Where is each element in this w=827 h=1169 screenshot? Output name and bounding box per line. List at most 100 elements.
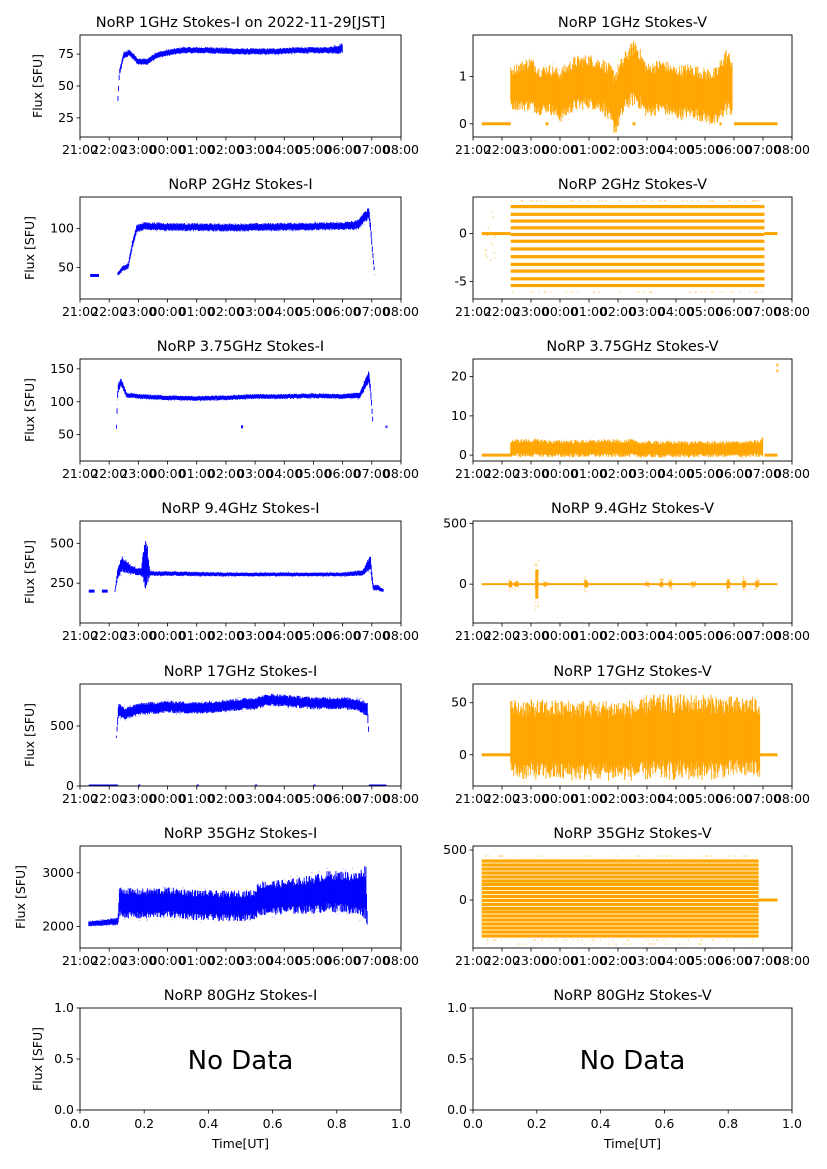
- data-point: [171, 227, 173, 230]
- data-point: [186, 49, 188, 51]
- data-point: [370, 232, 372, 234]
- data-point: [558, 96, 560, 98]
- data-point: [371, 578, 373, 580]
- x-tick-label: 05:00: [295, 466, 331, 481]
- data-point: [166, 709, 168, 711]
- data-point: [760, 446, 762, 448]
- data-point: [293, 571, 296, 574]
- data-point: [195, 46, 198, 48]
- series-stokes-v: [510, 437, 764, 460]
- data-point: [328, 393, 330, 396]
- data-point: [125, 391, 127, 393]
- data-point: [329, 229, 331, 231]
- series-zero-segments: [481, 453, 778, 457]
- data-point: [218, 394, 220, 396]
- data-point: [211, 399, 213, 401]
- data-point: [225, 52, 227, 54]
- data-point: [356, 223, 359, 225]
- data-point: [255, 223, 258, 225]
- data-point: [518, 74, 520, 76]
- data-point: [520, 456, 523, 458]
- data-point: [340, 394, 342, 396]
- data-point: [743, 445, 745, 447]
- data-point: [363, 223, 365, 225]
- data-point: [511, 588, 514, 590]
- data-point: [250, 396, 252, 398]
- data-point: [134, 565, 136, 567]
- data-point: [249, 228, 251, 230]
- data-point: [202, 51, 204, 54]
- data-point: [738, 443, 740, 445]
- data-point: [756, 291, 759, 294]
- data-point: [569, 291, 572, 294]
- data-point: [159, 575, 161, 578]
- data-point: [179, 573, 181, 575]
- data-point: [697, 440, 699, 442]
- data-point: [152, 395, 155, 397]
- data-point: [582, 93, 584, 96]
- data-point: [654, 81, 656, 83]
- data-point: [272, 395, 274, 397]
- data-point: [226, 51, 228, 53]
- x-tick-label: 01:00: [179, 304, 215, 319]
- data-point: [536, 565, 539, 567]
- data-point: [511, 291, 514, 294]
- data-point: [368, 212, 370, 214]
- data-point: [138, 715, 140, 717]
- axes-frame: [79, 196, 402, 300]
- x-tick-label: 22:00: [484, 142, 520, 157]
- data-point: [517, 454, 519, 456]
- data-point: [692, 99, 694, 101]
- subplot-i5: 050021:0022:0023:0000:0001:0002:0003:000…: [22, 664, 419, 806]
- data-point: [201, 50, 204, 52]
- data-point: [382, 589, 384, 591]
- data-point: [752, 200, 755, 202]
- data-point: [283, 394, 285, 397]
- data-point: [493, 236, 496, 239]
- data-level: [510, 232, 765, 237]
- data-point: [594, 450, 596, 452]
- data-point: [134, 233, 136, 235]
- data-point: [558, 69, 560, 71]
- data-point: [714, 447, 716, 449]
- data-point: [537, 605, 539, 607]
- x-tick-label: 07:00: [354, 628, 390, 643]
- data-point: [280, 227, 283, 229]
- data-point: [187, 48, 189, 51]
- data-point: [508, 587, 510, 589]
- data-point: [254, 393, 256, 395]
- series-stokes-i: [117, 208, 376, 276]
- data-point: [308, 396, 311, 398]
- data-point: [545, 449, 547, 451]
- data-point: [254, 574, 256, 577]
- data-point: [303, 49, 305, 51]
- data-point: [298, 224, 300, 227]
- data-point: [211, 50, 213, 52]
- data-point: [119, 383, 121, 385]
- data-point: [353, 573, 356, 575]
- data-point: [555, 453, 558, 455]
- data-point: [292, 48, 294, 50]
- data-point: [648, 452, 650, 454]
- data-point: [706, 445, 708, 447]
- data-point: [744, 591, 747, 593]
- data-point: [137, 575, 140, 577]
- data-point: [201, 701, 203, 703]
- data-point: [268, 575, 270, 577]
- data-point: [283, 49, 286, 52]
- data-point: [283, 572, 285, 574]
- data-segment: [90, 273, 99, 277]
- data-point: [744, 200, 747, 202]
- data-point: [728, 439, 730, 442]
- data-point: [167, 572, 170, 575]
- data-point: [530, 291, 532, 294]
- data-point: [145, 60, 147, 62]
- data-point: [754, 452, 756, 454]
- data-point: [571, 291, 574, 294]
- data-point: [736, 200, 739, 202]
- data-point: [520, 200, 523, 202]
- data-point: [158, 394, 160, 396]
- data-burst: [742, 580, 746, 588]
- data-point: [599, 444, 602, 446]
- data-point: [686, 452, 689, 454]
